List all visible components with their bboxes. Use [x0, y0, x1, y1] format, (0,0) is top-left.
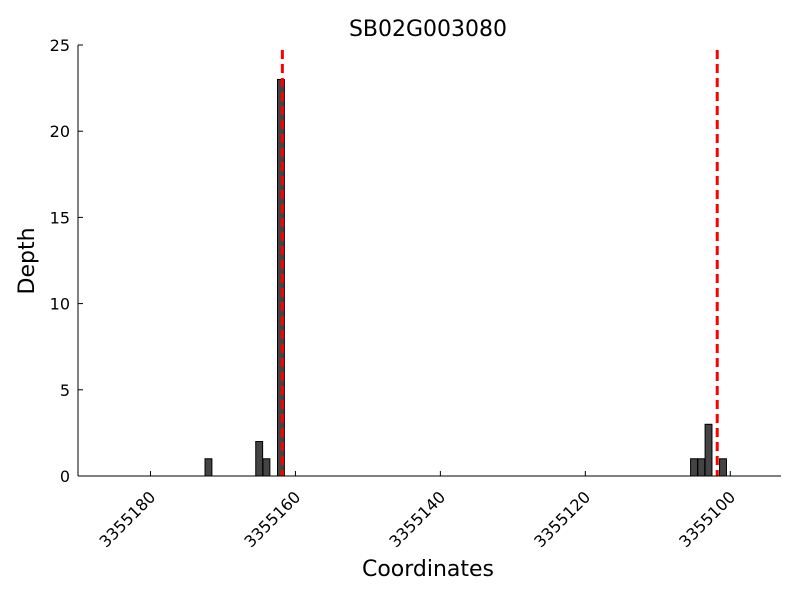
x-axis-title: Coordinates [362, 557, 494, 582]
y-tick-label: 15 [50, 208, 70, 227]
x-tick-label: 3355120 [530, 487, 594, 551]
y-tick-label: 0 [60, 467, 70, 486]
bar [204, 458, 213, 477]
y-tick-label: 20 [50, 122, 70, 141]
bar [690, 458, 698, 477]
x-tick-label: 3355160 [240, 487, 304, 551]
x-tick-label: 3355180 [95, 487, 159, 551]
reference-lines [280, 50, 719, 476]
bar [719, 458, 727, 477]
x-tick-label: 3355140 [385, 487, 449, 551]
x-ticks: 3355180 3355160 3355140 3355120 3355100 [95, 471, 739, 551]
x-tick-label: 3355100 [675, 487, 739, 551]
y-axis-title: Depth [15, 227, 40, 294]
chart-title: SB02G003080 [349, 17, 507, 42]
bar [262, 458, 271, 477]
axes [77, 45, 781, 477]
y-tick-label: 25 [50, 36, 70, 55]
y-tick-label: 5 [60, 381, 70, 400]
bar [704, 423, 713, 477]
bar [255, 441, 264, 477]
y-ticks: 0 5 10 15 20 25 [50, 36, 83, 486]
bar [697, 458, 706, 477]
y-tick-label: 10 [50, 295, 70, 314]
